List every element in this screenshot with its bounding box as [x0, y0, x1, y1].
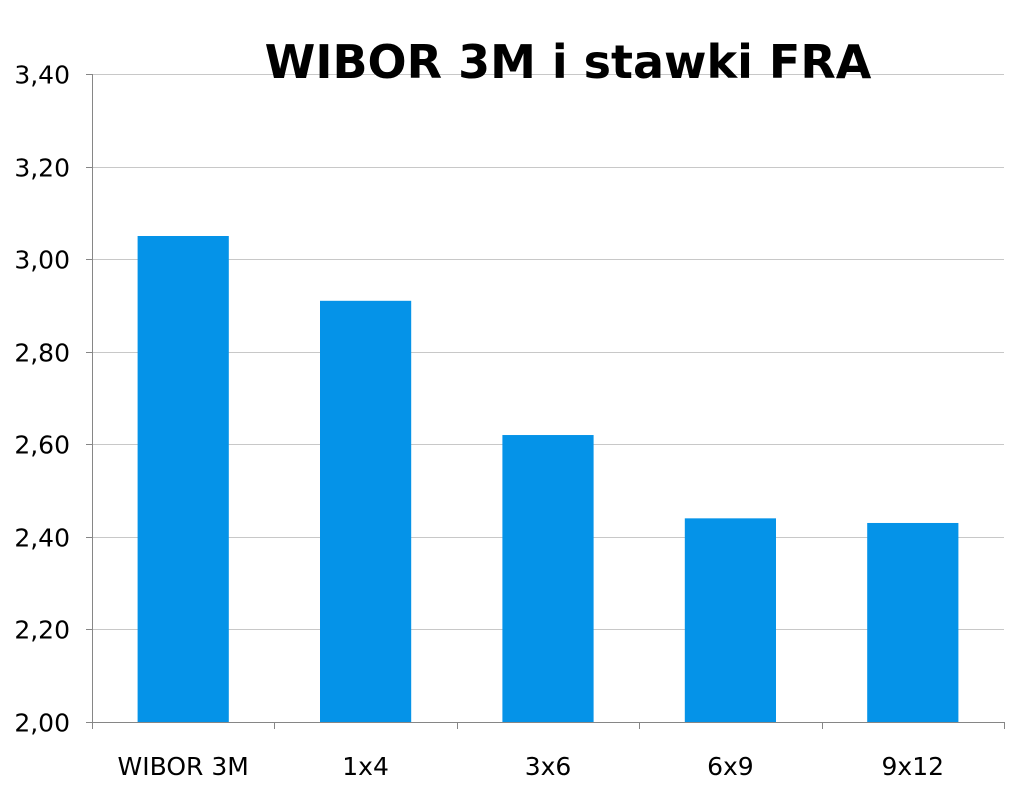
bars: [137, 236, 959, 722]
y-tick-label: 2,80: [14, 339, 70, 368]
chart-title: WIBOR 3M i stawki FRA: [265, 35, 872, 89]
y-tick-label: 3,20: [14, 154, 70, 183]
bar: [502, 435, 594, 722]
y-tick-label: 2,40: [14, 524, 70, 553]
y-tick-label: 2,20: [14, 616, 70, 645]
axes: [86, 74, 1005, 729]
x-tick-label: 1x4: [342, 752, 389, 781]
x-tick-labels: WIBOR 3M 1x4 3x6 6x9 9x12: [118, 752, 944, 781]
bar: [684, 518, 776, 722]
bar: [867, 522, 959, 722]
y-tick-label: 3,40: [14, 61, 70, 90]
bar: [320, 300, 412, 722]
x-tick-label: WIBOR 3M: [118, 752, 249, 781]
x-tick-label: 3x6: [525, 752, 572, 781]
bar: [137, 236, 229, 722]
y-tick-label: 2,00: [14, 709, 70, 738]
x-tick-label: 9x12: [882, 752, 945, 781]
x-tick-label: 6x9: [707, 752, 754, 781]
y-tick-labels: 2,00 2,20 2,40 2,60 2,80 3,00 3,20 3,40: [14, 61, 70, 738]
y-tick-label: 2,60: [14, 431, 70, 460]
y-tick-label: 3,00: [14, 246, 70, 275]
